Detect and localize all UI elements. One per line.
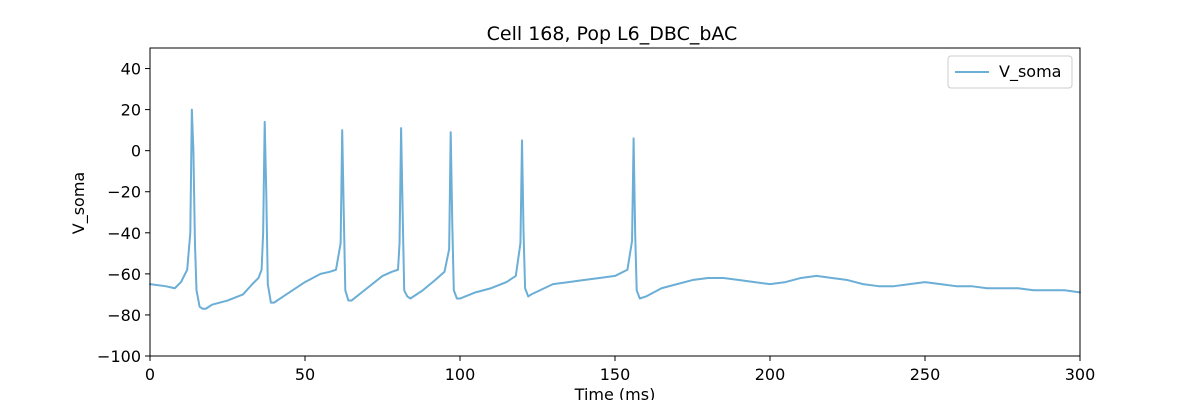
x-tick-label: 0 [145, 365, 155, 384]
y-tick-label: −40 [107, 224, 141, 243]
x-tick-label: 150 [600, 365, 631, 384]
x-tick-label: 300 [1065, 365, 1096, 384]
y-tick-label: −80 [107, 306, 141, 325]
legend-box [947, 55, 1073, 89]
y-axis: −100 −80 −60 −40 −20 0 20 40 [97, 60, 150, 366]
x-tick-label: 100 [445, 365, 476, 384]
series-line-v-soma [149, 108, 1081, 310]
y-tick-label: 20 [121, 101, 141, 120]
x-tick-label: 250 [910, 365, 941, 384]
legend-label-v-soma: V_soma [999, 62, 1061, 82]
y-axis-label: V_soma [69, 172, 89, 234]
x-tick-label: 50 [295, 365, 315, 384]
legend: V_soma [947, 55, 1073, 89]
y-tick-label: −100 [97, 347, 141, 366]
y-tick-label: −20 [107, 183, 141, 202]
x-axis: 0 50 100 150 200 250 300 [145, 356, 1095, 384]
plot-frame [149, 47, 1081, 357]
plot-area [149, 47, 1081, 357]
y-tick-label: 40 [121, 60, 141, 79]
y-tick-label: −60 [107, 265, 141, 284]
x-axis-label: Time (ms) [574, 385, 656, 400]
x-tick-label: 200 [755, 365, 786, 384]
y-tick-label: 0 [131, 142, 141, 161]
chart-title: Cell 168, Pop L6_DBC_bAC [487, 23, 738, 45]
